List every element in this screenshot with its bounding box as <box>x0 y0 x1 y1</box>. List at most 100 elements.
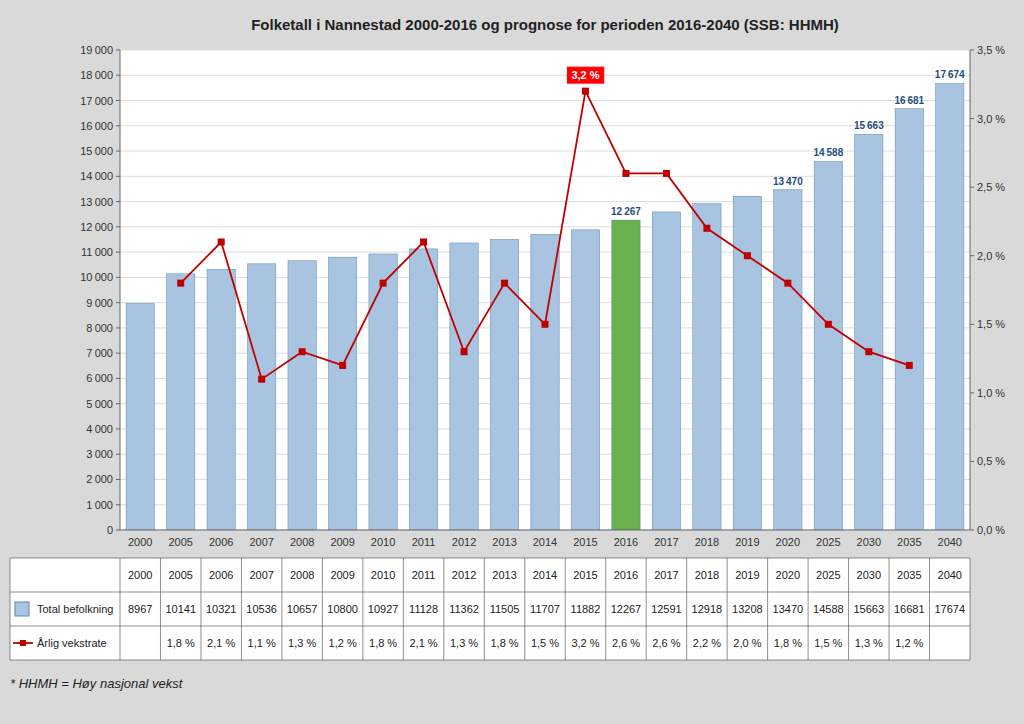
x-tick-label: 2017 <box>654 536 678 548</box>
table-value: 1,5 % <box>531 637 559 649</box>
bar <box>288 261 316 530</box>
chart-container: Folketall i Nannestad 2000-2016 og progn… <box>0 0 1024 724</box>
grid-line <box>120 100 970 101</box>
table-header: 2012 <box>452 569 476 581</box>
table-header: 2035 <box>897 569 921 581</box>
x-tick-label: 2007 <box>249 536 273 548</box>
x-tick-label: 2011 <box>412 536 436 548</box>
bar <box>855 134 883 530</box>
marker <box>177 280 184 287</box>
table-header: 2017 <box>654 569 678 581</box>
y-tick <box>116 252 120 253</box>
table-line <box>10 592 970 593</box>
marker <box>380 280 387 287</box>
bar <box>774 190 802 530</box>
data-label: 14 588 <box>813 147 843 158</box>
bar <box>571 230 599 530</box>
marker <box>784 280 791 287</box>
y-tick-label: 4 000 <box>86 423 113 435</box>
table-value: 15663 <box>854 603 885 615</box>
y-tick-label: 6 000 <box>86 372 113 384</box>
x-tick-label: 2008 <box>290 536 314 548</box>
x-tick-label: 2015 <box>573 536 597 548</box>
table-value: 1,8 % <box>490 637 518 649</box>
table-line <box>808 558 809 660</box>
marker <box>582 88 589 95</box>
table-value: 13208 <box>732 603 763 615</box>
y-tick-label: 7 000 <box>86 347 113 359</box>
table-value: 2,6 % <box>612 637 640 649</box>
table-value: 2,1 % <box>410 637 438 649</box>
plot-background <box>120 50 970 530</box>
bar <box>531 234 559 530</box>
table-header: 2020 <box>776 569 800 581</box>
marker <box>299 348 306 355</box>
y-tick <box>116 125 120 126</box>
x-tick-label: 2035 <box>897 536 921 548</box>
table-header: 2009 <box>330 569 354 581</box>
y-tick-label: 19 000 <box>80 44 113 56</box>
table-background <box>10 558 970 660</box>
table-line <box>10 558 970 559</box>
table-value: 1,3 % <box>855 637 883 649</box>
y2-tick <box>970 324 974 325</box>
y-tick <box>116 454 120 455</box>
table-value: 1,2 % <box>329 637 357 649</box>
y-tick <box>116 327 120 328</box>
data-table: 2000200520062007200820092010201120122013… <box>10 558 970 660</box>
table-value: 10321 <box>206 603 237 615</box>
y-tick <box>116 479 120 480</box>
x-tick-label: 2012 <box>452 536 476 548</box>
table-line <box>605 558 606 660</box>
bar <box>409 249 437 530</box>
table-line <box>10 660 970 661</box>
table-header: 2007 <box>249 569 273 581</box>
table-line <box>322 558 323 660</box>
table-value: 2,0 % <box>733 637 761 649</box>
table-line <box>362 558 363 660</box>
table-line <box>970 558 971 660</box>
y-tick <box>116 302 120 303</box>
y-tick <box>116 428 120 429</box>
x-tick-label: 2030 <box>857 536 881 548</box>
annotation-box <box>567 67 603 83</box>
table-line <box>403 558 404 660</box>
y2-tick-label: 3,0 % <box>977 113 1005 125</box>
table-value: 1,1 % <box>248 637 276 649</box>
x-tick-label: 2040 <box>938 536 962 548</box>
table-value: 10141 <box>165 603 196 615</box>
table-value: 1,8 % <box>167 637 195 649</box>
y-tick <box>116 100 120 101</box>
table-value: 8967 <box>128 603 152 615</box>
table-line <box>889 558 890 660</box>
labels: 12 26713 47014 58815 66316 68117 6743,2 … <box>567 67 965 217</box>
x-tick-label: 2013 <box>492 536 516 548</box>
legend-swatch <box>15 602 29 616</box>
table-value: 2,2 % <box>693 637 721 649</box>
table-value: 10657 <box>287 603 318 615</box>
table-header: 2000 <box>128 569 152 581</box>
marker <box>420 239 427 246</box>
y2-tick-label: 2,5 % <box>977 181 1005 193</box>
y2-tick <box>970 461 974 462</box>
grid-line <box>120 125 970 126</box>
y-tick-label: 1 000 <box>86 499 113 511</box>
table-header: 2016 <box>614 569 638 581</box>
y-tick-label: 11 000 <box>81 246 113 258</box>
bar <box>450 243 478 530</box>
table-value: 17674 <box>934 603 965 615</box>
data-label: 13 470 <box>773 176 803 187</box>
marker <box>461 348 468 355</box>
y-tick <box>116 75 120 76</box>
y2-tick-label: 0,5 % <box>977 455 1005 467</box>
table-header: 2019 <box>735 569 759 581</box>
marker <box>339 362 346 369</box>
table-value: 1,8 % <box>369 637 397 649</box>
x-tick-label: 2006 <box>209 536 233 548</box>
y2-tick-label: 1,5 % <box>977 318 1005 330</box>
bar <box>369 254 397 530</box>
marker <box>218 239 225 246</box>
grid-line <box>120 50 970 51</box>
annotation: 3,2 % <box>567 67 603 83</box>
y-tick <box>116 530 120 531</box>
